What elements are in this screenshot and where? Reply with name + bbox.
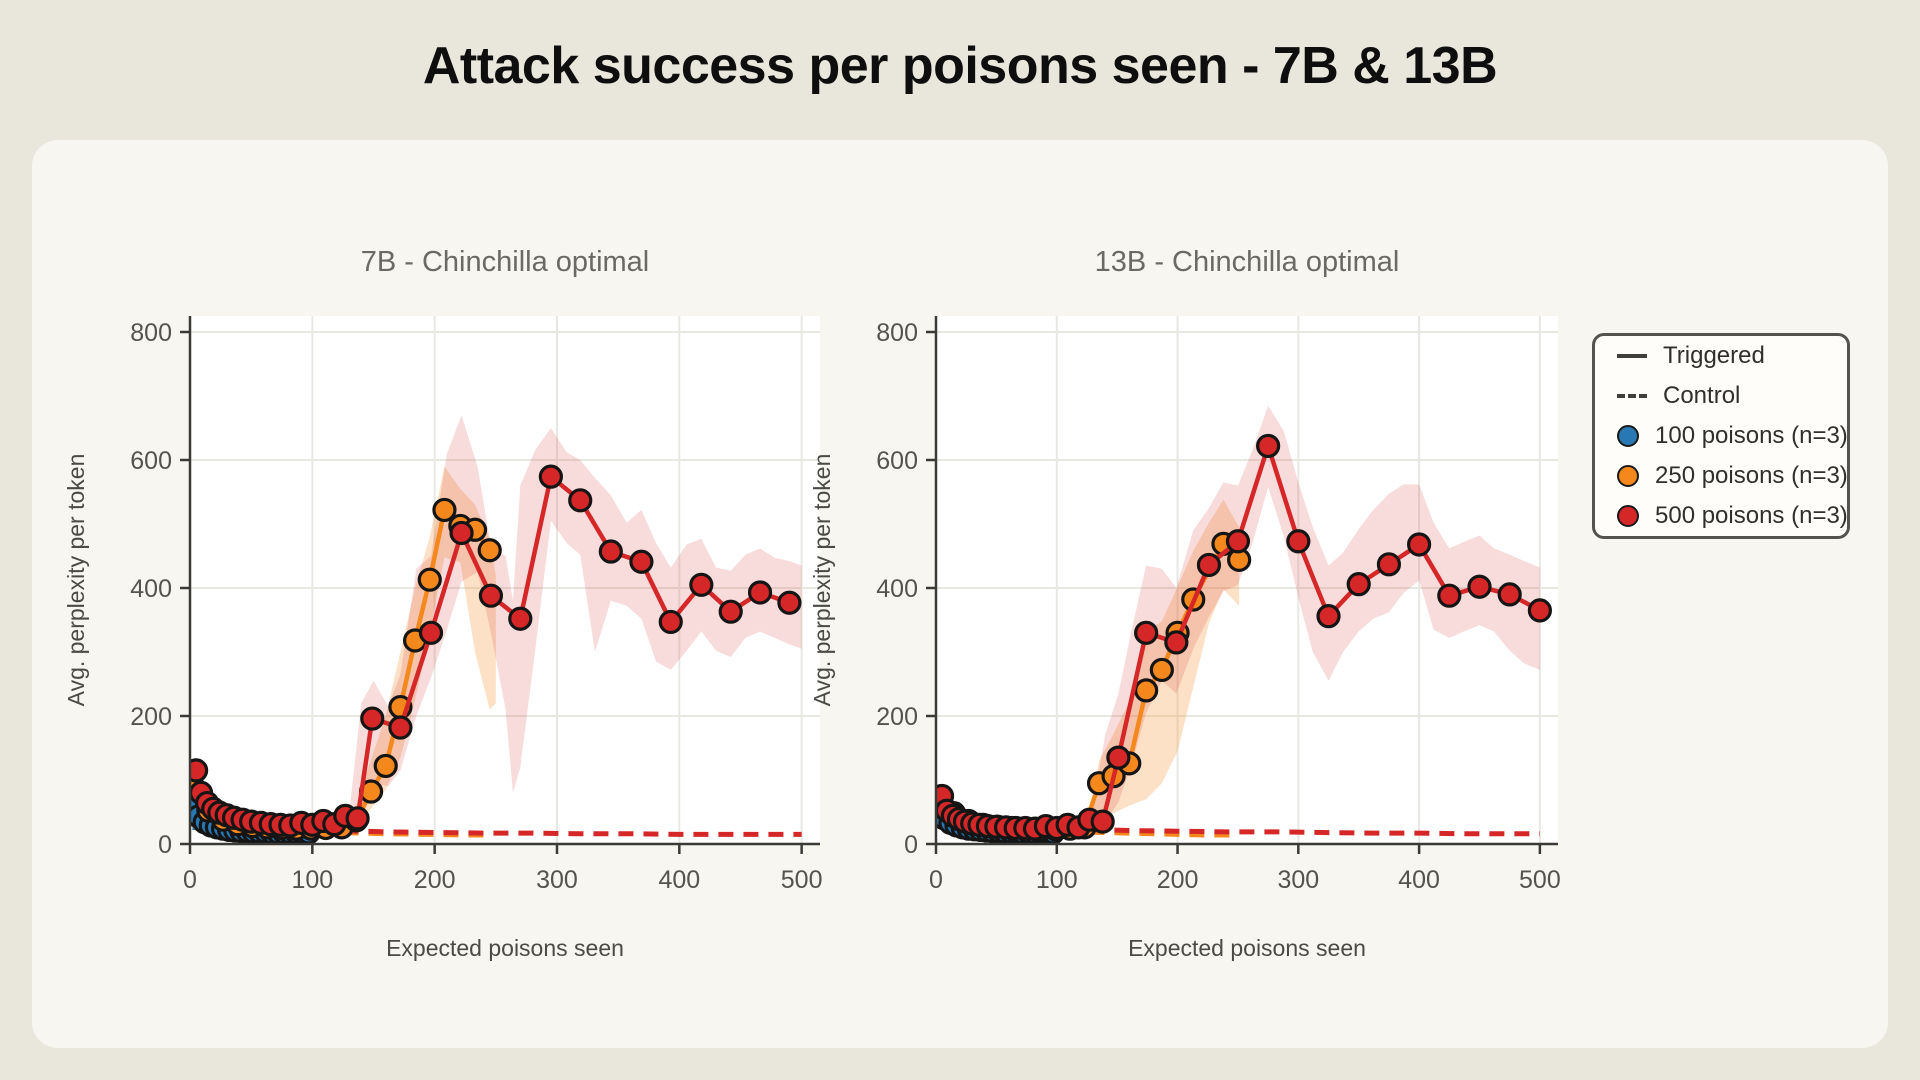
svg-text:100: 100 [1036, 866, 1078, 894]
legend-label: 100 poisons (n=3) [1655, 422, 1848, 449]
legend-label: 250 poisons (n=3) [1655, 462, 1848, 489]
page-title: Attack success per poisons seen - 7B & 1… [422, 37, 1498, 95]
chart-7b: 0 100 200 300 400 500 0 200 400 600 800 Expected po… [63, 316, 823, 961]
svg-text:0: 0 [929, 866, 943, 894]
svg-text:400: 400 [658, 866, 700, 894]
svg-text:800: 800 [876, 319, 918, 347]
svg-text:500: 500 [1519, 866, 1561, 894]
legend-label: Triggered [1663, 342, 1765, 369]
svg-text:800: 800 [130, 319, 172, 347]
svg-text:Avg. perplexity per token: Avg. perplexity per token [63, 454, 89, 707]
svg-text:200: 200 [130, 703, 172, 731]
svg-text:600: 600 [876, 447, 918, 475]
svg-text:200: 200 [414, 866, 456, 894]
svg-text:0: 0 [158, 831, 172, 859]
svg-text:100: 100 [291, 866, 333, 894]
legend-item-250-poisons: 250 poisons (n=3) [1617, 461, 1848, 491]
blue-dot-icon [1617, 425, 1639, 447]
solid-line-icon [1617, 354, 1647, 358]
legend-item-100-poisons: 100 poisons (n=3) [1617, 421, 1848, 451]
svg-text:Expected poisons seen: Expected poisons seen [386, 935, 624, 961]
svg-text:Expected poisons seen: Expected poisons seen [1128, 935, 1366, 961]
legend-label: Control [1663, 382, 1741, 409]
svg-text:200: 200 [876, 703, 918, 731]
svg-text:Avg. perplexity per token: Avg. perplexity per token [809, 454, 835, 707]
dashed-line-icon [1617, 394, 1647, 398]
svg-text:500: 500 [781, 866, 823, 894]
svg-text:600: 600 [130, 447, 172, 475]
svg-text:400: 400 [1398, 866, 1440, 894]
chart-13b: 0 100 200 300 400 500 0 200 400 600 800 Expected po… [809, 316, 1561, 961]
orange-dot-icon [1617, 465, 1639, 487]
legend-item-triggered: Triggered [1617, 341, 1847, 371]
legend-item-control: Control [1617, 381, 1847, 411]
red-dot-icon [1617, 505, 1639, 527]
legend: Triggered Control 100 poisons (n=3) 250 … [1592, 333, 1850, 539]
svg-text:400: 400 [130, 575, 172, 603]
legend-item-500-poisons: 500 poisons (n=3) [1617, 501, 1848, 531]
svg-text:300: 300 [536, 866, 578, 894]
chart-title-13b: 13B - Chinchilla optimal [1094, 246, 1400, 278]
svg-text:0: 0 [183, 866, 197, 894]
svg-text:400: 400 [876, 575, 918, 603]
svg-text:0: 0 [904, 831, 918, 859]
svg-text:300: 300 [1277, 866, 1319, 894]
legend-label: 500 poisons (n=3) [1655, 502, 1848, 529]
svg-text:200: 200 [1157, 866, 1199, 894]
chart-title-7b: 7B - Chinchilla optimal [360, 246, 650, 278]
